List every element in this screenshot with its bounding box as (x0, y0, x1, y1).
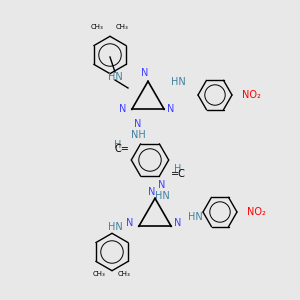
Text: CH₃: CH₃ (118, 271, 130, 277)
Text: HN: HN (154, 191, 169, 201)
Text: CH₃: CH₃ (91, 24, 103, 30)
Text: H: H (114, 140, 122, 150)
Text: N: N (174, 218, 182, 228)
Text: N: N (119, 104, 127, 114)
Text: NO₂: NO₂ (247, 207, 266, 217)
Text: CH₃: CH₃ (93, 271, 105, 277)
Text: C=: C= (115, 144, 129, 154)
Text: N: N (167, 104, 175, 114)
Text: HN: HN (171, 77, 185, 87)
Text: NH: NH (130, 130, 146, 140)
Text: N: N (158, 180, 166, 190)
Text: N: N (126, 218, 134, 228)
Text: H: H (174, 164, 182, 174)
Text: =C: =C (171, 169, 185, 179)
Text: HN: HN (108, 72, 122, 82)
Text: N: N (134, 119, 142, 129)
Text: HN: HN (108, 222, 122, 232)
Text: HN: HN (188, 212, 202, 222)
Text: CH₃: CH₃ (116, 24, 128, 30)
Text: NO₂: NO₂ (242, 90, 261, 100)
Text: N: N (148, 187, 156, 197)
Text: N: N (141, 68, 149, 78)
